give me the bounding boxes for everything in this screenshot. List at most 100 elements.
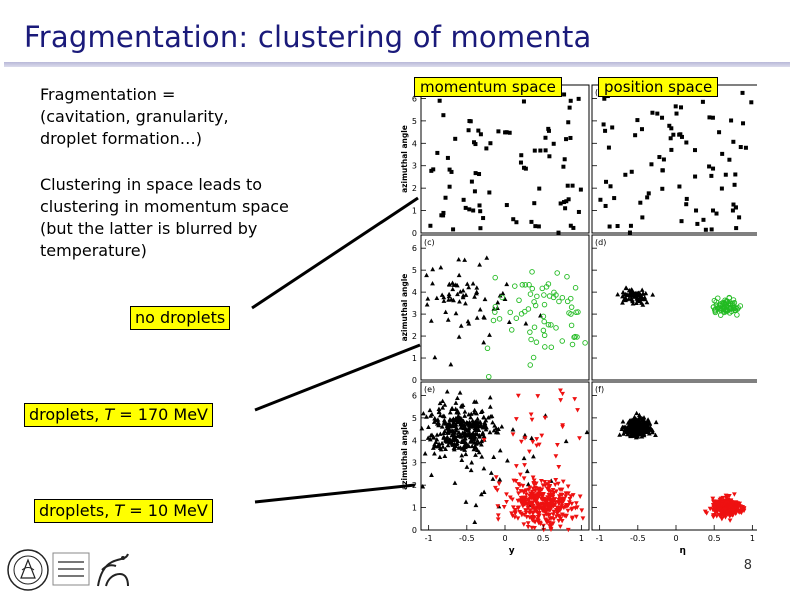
data-point-e-red-0-314 bbox=[550, 488, 556, 493]
data-point-c-green-0-10 bbox=[512, 283, 518, 289]
xtick-label-f-1: -0.5 bbox=[630, 534, 646, 543]
data-point-e-black-0-66 bbox=[462, 413, 468, 418]
data-point-e-red-0-291 bbox=[529, 515, 535, 521]
ytick-label-c-3: 3 bbox=[412, 310, 417, 319]
data-point-d-green-0-25 bbox=[712, 309, 719, 316]
data-point-e-red-0-7 bbox=[579, 508, 585, 513]
data-point-a-black-0-60 bbox=[468, 119, 473, 124]
data-point-e-black-1-6 bbox=[459, 457, 465, 462]
data-point-b-black-0-3 bbox=[749, 100, 754, 105]
label-no-droplets-text: no droplets bbox=[135, 308, 226, 327]
data-point-e-black-0-332 bbox=[496, 426, 501, 432]
data-point-e-black-0-87 bbox=[442, 428, 447, 434]
data-point-c-black-0-42 bbox=[443, 309, 449, 315]
ytick-label-a-3: 3 bbox=[412, 162, 417, 171]
data-point-e-black-0-281 bbox=[447, 409, 453, 415]
data-point-a-black-0-58 bbox=[477, 172, 482, 177]
data-point-a-black-0-84 bbox=[537, 186, 542, 191]
data-point-f-black-0-40 bbox=[620, 419, 626, 424]
panel-letter-f: (f) bbox=[595, 385, 604, 394]
data-point-a-black-0-17 bbox=[568, 223, 573, 228]
data-point-d-black-0-32 bbox=[650, 292, 656, 297]
data-point-e-red-0-258 bbox=[531, 481, 537, 486]
data-point-e-black-0-286 bbox=[462, 436, 467, 441]
data-point-e-black-1-38 bbox=[464, 419, 470, 425]
data-point-b-black-0-69 bbox=[667, 123, 672, 128]
label-no-droplets: no droplets bbox=[130, 306, 231, 330]
data-point-e-black-0-330 bbox=[485, 415, 491, 420]
xtick-label-e-2: 0 bbox=[502, 534, 507, 543]
data-point-b-black-0-35 bbox=[623, 172, 628, 177]
data-point-c-green-0-43 bbox=[527, 291, 534, 297]
data-point-e-black-0-285 bbox=[476, 423, 482, 428]
data-point-e-black-0-249 bbox=[451, 445, 457, 450]
ylabel-a: azimuthal angle bbox=[400, 125, 409, 193]
data-point-c-black-0-4 bbox=[430, 266, 436, 272]
data-point-b-black-0-4 bbox=[601, 122, 606, 127]
data-point-c-black-0-62 bbox=[474, 289, 480, 294]
data-point-c-black-0-43 bbox=[481, 314, 487, 319]
label-droplets-10: droplets, T = 10 MeV bbox=[34, 499, 213, 523]
data-point-e-red-0-338 bbox=[515, 506, 521, 511]
data-point-e-black-1-15 bbox=[524, 468, 530, 474]
data-point-a-black-0-73 bbox=[543, 135, 548, 140]
data-point-e-red-1-0 bbox=[558, 398, 564, 403]
data-point-a-black-0-74 bbox=[503, 130, 508, 135]
data-point-f-black-0-238 bbox=[627, 421, 632, 427]
data-point-e-red-0-297 bbox=[495, 504, 501, 509]
data-point-c-black-0-5 bbox=[456, 334, 462, 339]
data-point-c-black-0-9 bbox=[446, 291, 452, 297]
data-point-f-black-0-276 bbox=[625, 431, 630, 437]
title-rule bbox=[4, 62, 790, 67]
institute-logo bbox=[52, 552, 90, 586]
data-point-e-black-0-320 bbox=[449, 441, 455, 446]
data-point-b-black-0-26 bbox=[707, 115, 712, 120]
data-point-e-red-0-199 bbox=[563, 514, 569, 519]
data-point-c-green-0-60 bbox=[522, 308, 528, 315]
data-point-b-black-0-7 bbox=[684, 196, 689, 201]
data-point-c-green-0-4 bbox=[499, 294, 505, 301]
data-point-e-black-0-305 bbox=[447, 422, 452, 428]
data-point-c-black-0-68 bbox=[438, 264, 444, 270]
data-point-e-red-1-36 bbox=[553, 477, 559, 483]
data-point-e-red-1-25 bbox=[539, 433, 545, 439]
data-point-d-black-0-67 bbox=[641, 296, 647, 301]
data-point-c-black-0-17 bbox=[474, 315, 480, 320]
data-point-b-black-0-27 bbox=[627, 230, 632, 235]
data-point-e-red-0-284 bbox=[507, 495, 513, 500]
panel-frame-c bbox=[420, 234, 590, 381]
data-point-c-black-0-39 bbox=[428, 318, 434, 323]
data-point-c-green-0-61 bbox=[541, 301, 548, 308]
data-point-e-red-0-287 bbox=[556, 518, 562, 524]
data-point-b-black-0-63 bbox=[693, 148, 698, 153]
label-droplets-170-suffix: = 170 MeV bbox=[114, 405, 208, 424]
data-point-e-black-0-279 bbox=[473, 427, 479, 433]
data-point-e-black-0-215 bbox=[491, 427, 497, 433]
data-point-b-black-0-11 bbox=[729, 118, 734, 123]
data-point-e-red-0-256 bbox=[547, 524, 553, 529]
data-point-e-red-1-7 bbox=[521, 490, 527, 495]
data-point-e-red-0-170 bbox=[558, 516, 564, 521]
data-point-a-black-0-21 bbox=[463, 205, 468, 210]
data-point-a-black-0-48 bbox=[447, 167, 452, 172]
data-point-e-black-0-274 bbox=[453, 422, 459, 427]
data-point-e-black-0-149 bbox=[466, 443, 472, 449]
data-point-e-black-0-232 bbox=[510, 427, 516, 432]
data-point-e-black-0-321 bbox=[472, 434, 478, 439]
xlabel-e: y bbox=[509, 546, 515, 555]
data-point-a-black-0-56 bbox=[478, 209, 483, 214]
data-point-a-black-0-43 bbox=[532, 201, 537, 206]
data-point-e-black-0-302 bbox=[463, 432, 469, 437]
data-point-e-black-0-329 bbox=[450, 422, 456, 428]
data-point-e-black-1-31 bbox=[473, 452, 478, 457]
data-point-c-green-0-29 bbox=[545, 281, 552, 287]
data-point-e-black-0-142 bbox=[473, 399, 479, 404]
data-point-e-red-0-8 bbox=[495, 513, 501, 518]
data-point-e-red-0-325 bbox=[540, 491, 546, 497]
data-point-c-black-0-72 bbox=[448, 361, 454, 367]
data-point-e-black-0-153 bbox=[442, 453, 448, 459]
data-point-b-black-0-17 bbox=[738, 145, 743, 150]
data-point-e-red-0-183 bbox=[552, 482, 558, 488]
data-point-f-black-0-274 bbox=[640, 426, 646, 431]
data-point-a-black-0-77 bbox=[447, 184, 452, 189]
